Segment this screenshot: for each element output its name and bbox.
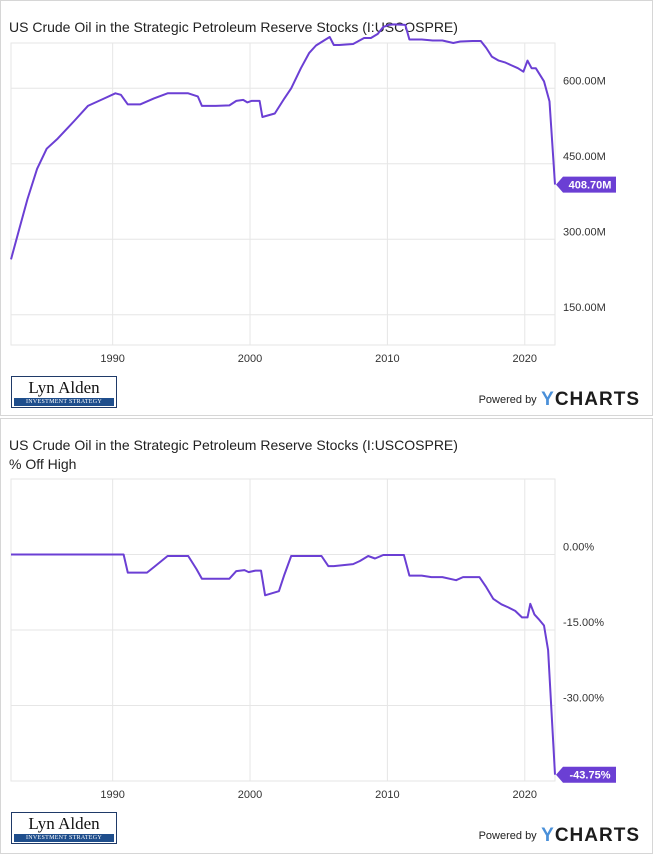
y-tick-label: 150.00M: [563, 302, 606, 314]
y-tick-label: 600.00M: [563, 75, 606, 87]
x-tick-label: 1990: [100, 353, 124, 365]
line-chart-pct-off-high: 1990 2000 2010 2020 0.00% -15.00% -30.00% -43.7…: [10, 478, 616, 801]
x-tick-label: 2010: [375, 353, 399, 365]
y-tick-label: 450.00M: [563, 151, 606, 163]
logo-name: Lyn Alden: [28, 378, 100, 397]
y-tick-label: 300.00M: [563, 226, 606, 238]
series-line: [11, 553, 556, 775]
last-value-flag: [556, 766, 616, 783]
logo-subtitle: INVESTMENT STRATEGY: [14, 834, 114, 842]
y-tick-label: -15.00%: [563, 617, 604, 629]
plot-frame: [10, 42, 556, 346]
ycharts-y-icon: Y: [541, 825, 555, 846]
ycharts-logo: YCHARTS: [541, 825, 640, 846]
line-chart-spr-stocks: 1990 2000 2010 2020 150.00M 300.00M 450.00M 600…: [10, 23, 616, 365]
powered-by-ycharts[interactable]: Powered by YCHARTS: [479, 825, 640, 847]
powered-by-text: Powered by: [478, 830, 537, 842]
logo-name: Lyn Alden: [28, 814, 100, 833]
powered-by-ycharts[interactable]: Powered by YCHARTS: [479, 389, 640, 411]
lyn-alden-logo: Lyn Alden INVESTMENT STRATEGY: [11, 376, 117, 408]
ycharts-wordmark: CHARTS: [554, 389, 640, 410]
x-tick-label: 2000: [238, 789, 262, 801]
logo-subtitle: INVESTMENT STRATEGY: [14, 398, 114, 406]
lyn-alden-logo: Lyn Alden INVESTMENT STRATEGY: [11, 812, 117, 844]
last-value-flag: [556, 176, 616, 193]
x-tick-label: 2020: [513, 353, 537, 365]
x-tick-label: 2020: [513, 789, 537, 801]
y-tick-label: 0.00%: [563, 542, 594, 554]
last-value-label: -43.75%: [570, 770, 611, 782]
chart-panel-pct-off-high: US Crude Oil in the Strategic Petroleum …: [0, 418, 653, 854]
chart-panel-spr-stocks: US Crude Oil in the Strategic Petroleum …: [0, 0, 653, 416]
chart-subtitle: % Off High: [9, 456, 77, 472]
ycharts-logo: YCHARTS: [541, 389, 640, 410]
x-tick-label: 2010: [375, 789, 399, 801]
chart-title: US Crude Oil in the Strategic Petroleum …: [9, 19, 458, 35]
ycharts-wordmark: CHARTS: [554, 825, 640, 846]
y-tick-label: -30.00%: [563, 693, 604, 705]
x-tick-label: 2000: [238, 353, 262, 365]
chart-title: US Crude Oil in the Strategic Petroleum …: [9, 437, 458, 453]
ycharts-y-icon: Y: [541, 389, 555, 410]
series-line: [10, 23, 556, 260]
powered-by-text: Powered by: [478, 394, 537, 406]
x-tick-label: 1990: [100, 789, 124, 801]
last-value-label: 408.70M: [569, 180, 612, 192]
